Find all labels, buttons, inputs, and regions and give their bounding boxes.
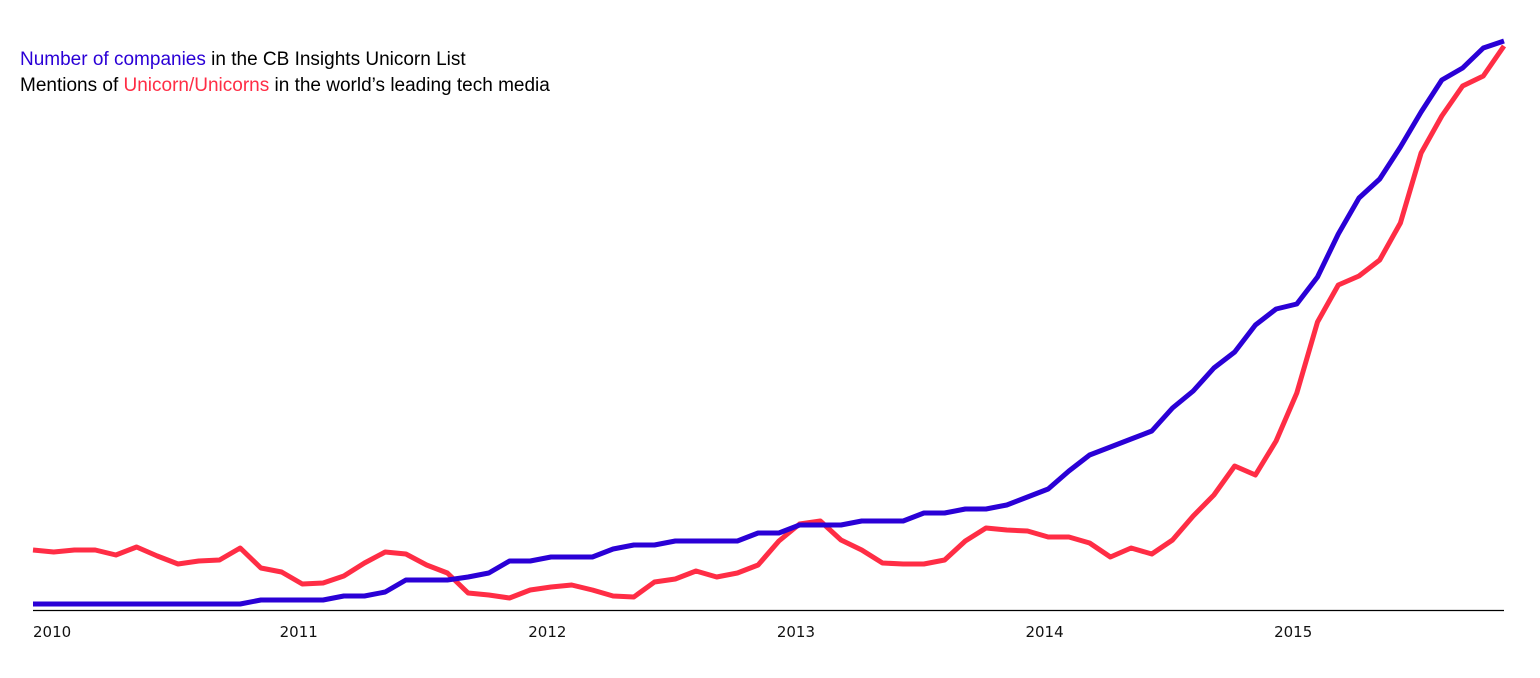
series-line-mentions	[32, 44, 1507, 601]
x-tick-label-2015: 2015	[1274, 623, 1312, 641]
x-tick-label-2010: 2010	[33, 623, 71, 641]
legend-text-companies: in the CB Insights Unicorn List	[205, 49, 466, 70]
legend-prefix-mentions: Mentions of	[20, 75, 124, 96]
x-tick-label-2012: 2012	[528, 623, 566, 641]
x-axis-ticks: 2010 2011 2012 2013 2014 2015	[33, 623, 1312, 641]
legend-text-mentions: in the world’s leading tech media	[269, 75, 550, 96]
x-tick-label-2013: 2013	[777, 623, 815, 641]
chart-legend: Number of companies in the CB Insights U…	[20, 47, 550, 99]
x-tick-label-2011: 2011	[280, 623, 318, 641]
series-layer	[32, 38, 1507, 607]
series-line-companies	[33, 38, 1505, 607]
x-tick-label-2014: 2014	[1025, 623, 1063, 641]
legend-highlight-mentions: Unicorn/Unicorns	[123, 75, 270, 96]
legend-entry-companies: Number of companies in the CB Insights U…	[20, 47, 550, 73]
legend-highlight-companies: Number of companies	[20, 49, 206, 70]
legend-entry-mentions: Mentions of Unicorn/Unicorns in the worl…	[20, 73, 550, 99]
